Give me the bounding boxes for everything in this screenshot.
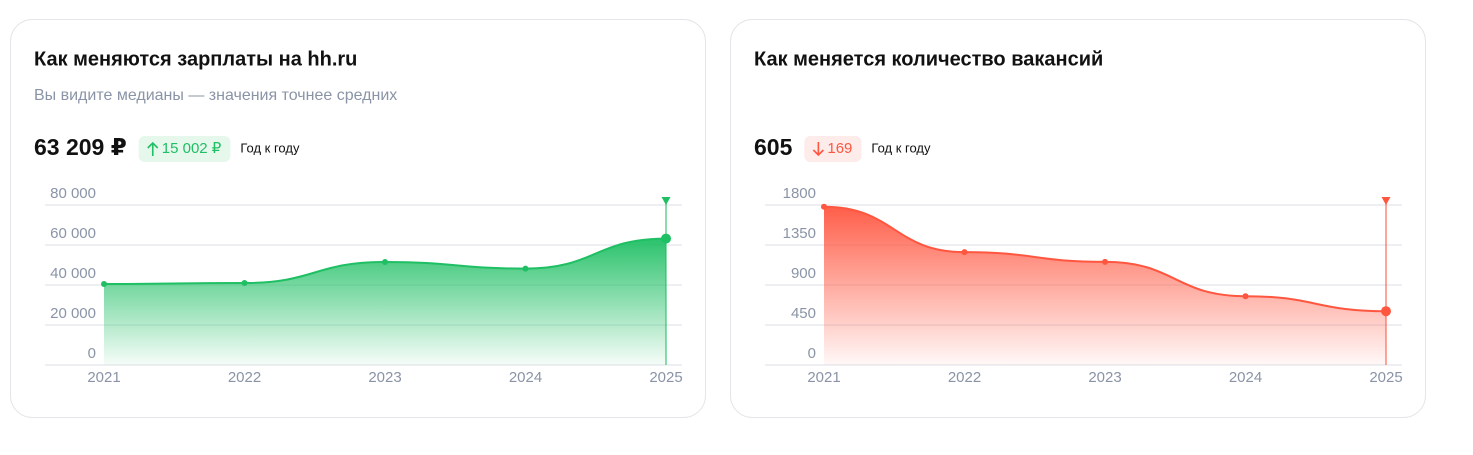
y-tick-label: 40 000 [50, 265, 96, 282]
change-badge [138, 136, 231, 162]
point [241, 280, 248, 286]
card-title: Как меняется количество вакансий [754, 48, 1103, 70]
y-tick-label: 0 [88, 345, 96, 362]
area [824, 206, 1386, 365]
y-tick-label: 20 000 [50, 305, 96, 322]
x-tick-label: 2023 [1088, 369, 1121, 386]
trend-arrow [147, 141, 159, 156]
headline-value: 605 [754, 134, 793, 160]
point [1242, 293, 1249, 300]
change-value: 169 [827, 140, 852, 157]
y-tick-label: 0 [808, 345, 816, 362]
period-label: Год к году [240, 140, 300, 155]
point [961, 249, 968, 256]
x-tick-label: 2021 [87, 369, 120, 386]
period-label: Год к году [871, 140, 931, 155]
x-tick-label: 2024 [1229, 369, 1262, 386]
y-tick-label: 80 000 [50, 185, 96, 202]
x-tick-label: 2023 [368, 369, 401, 386]
y-tick-label: 450 [791, 305, 816, 322]
point [101, 281, 107, 287]
change-value: 15 002 ₽ [162, 140, 222, 157]
y-tick-label: 1800 [783, 185, 816, 202]
current-marker-head [1381, 197, 1391, 205]
x-tick-label: 2024 [509, 369, 542, 386]
y-tick-label: 60 000 [50, 225, 96, 242]
point [821, 203, 827, 210]
card-title: Как меняются зарплаты на hh.ru [34, 48, 357, 70]
trend-arrow [812, 142, 824, 157]
x-tick-label: 2022 [228, 369, 261, 386]
y-tick-label: 1350 [783, 225, 816, 242]
point [661, 233, 671, 244]
current-marker-head [661, 197, 671, 205]
point [1102, 258, 1108, 265]
headline-value: 63 209 ₽ [34, 134, 127, 160]
x-tick-label: 2022 [948, 369, 981, 386]
x-tick-label: 2021 [807, 369, 840, 386]
card-subtitle: Вы видите медианы — значения точнее сред… [34, 87, 397, 104]
x-tick-label: 2025 [649, 369, 682, 386]
y-tick-label: 900 [791, 265, 816, 282]
point [382, 259, 388, 265]
point [522, 265, 529, 272]
point [1381, 306, 1391, 317]
x-tick-label: 2025 [1369, 369, 1402, 386]
